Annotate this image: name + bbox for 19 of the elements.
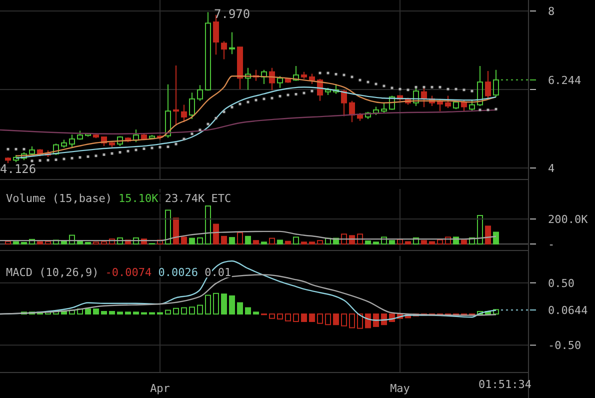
- text: -: [548, 238, 555, 251]
- text: 23.74K ETC: [164, 192, 232, 205]
- x-tick-label: May: [390, 382, 410, 395]
- x-tick-label: Apr: [150, 382, 170, 395]
- text: 200.0K: [548, 213, 588, 226]
- annotation: 7.970: [214, 7, 250, 22]
- y-tick-label: 8: [548, 4, 555, 18]
- y-tick-label: 6.244: [548, 74, 582, 87]
- annotation: 4.126: [0, 162, 36, 176]
- annotation: 0.0026: [158, 266, 198, 279]
- y-tick-label: 4: [548, 162, 555, 176]
- text: MACD (10,26,9): [6, 266, 99, 279]
- y-tick-label: 0.50: [548, 276, 574, 290]
- text: 15.10K: [118, 192, 159, 205]
- text: 01:51:34: [478, 378, 532, 391]
- annotation: -0.0074: [105, 266, 152, 279]
- y-tick-label: -0.50: [548, 339, 582, 352]
- y-tick-label: 0.0644: [548, 304, 588, 317]
- chart-title: Volume (15,base): [6, 192, 112, 205]
